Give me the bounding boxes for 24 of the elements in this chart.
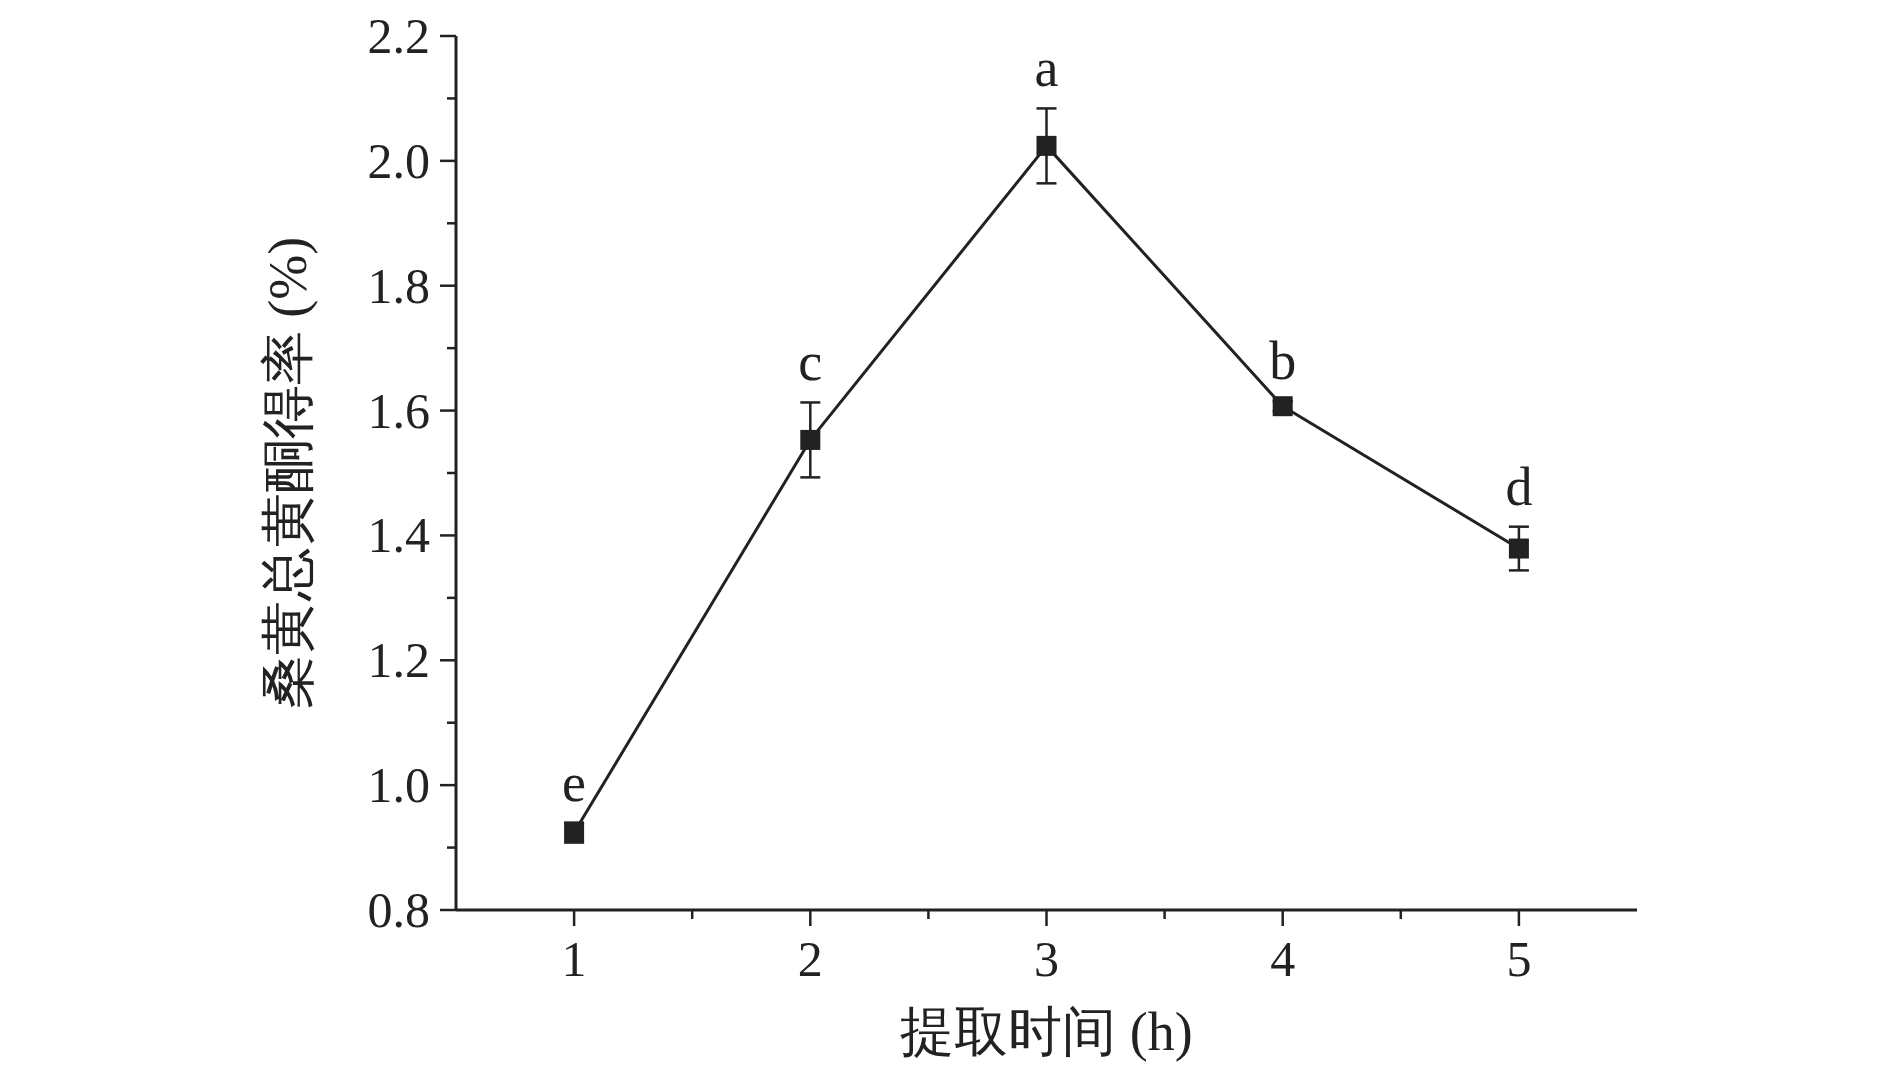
annotation: d xyxy=(1505,456,1533,517)
x-tick-label: 4 xyxy=(1270,931,1296,987)
annotation: a xyxy=(1034,38,1059,99)
y-tick-label: 1.8 xyxy=(367,257,430,314)
x-tick-label: 3 xyxy=(1034,931,1059,987)
annotation: e xyxy=(562,752,587,813)
x-axis-title: 提取时间 (h) xyxy=(900,1002,1193,1062)
y-tick-label: 0.8 xyxy=(367,882,430,938)
point xyxy=(800,429,821,450)
y-tick-label: 1.6 xyxy=(367,382,430,439)
y-tick-label: 1.4 xyxy=(367,507,430,564)
point xyxy=(1272,396,1293,417)
point xyxy=(1036,135,1057,156)
y-tick-label: 2.0 xyxy=(367,132,430,189)
y-tick-label: 2.2 xyxy=(367,8,430,64)
x-tick-label: 5 xyxy=(1506,931,1532,987)
x-tick-label: 2 xyxy=(797,931,823,987)
y-tick-label: 1.0 xyxy=(367,757,430,814)
y-axis-title: 桑黄总黄酮得率 (%) xyxy=(258,236,318,710)
x-tick-label: 1 xyxy=(561,931,587,987)
y-tick-label: 1.2 xyxy=(367,632,430,689)
point xyxy=(1508,538,1529,559)
annotation: c xyxy=(798,332,823,393)
annotation: b xyxy=(1269,331,1297,392)
